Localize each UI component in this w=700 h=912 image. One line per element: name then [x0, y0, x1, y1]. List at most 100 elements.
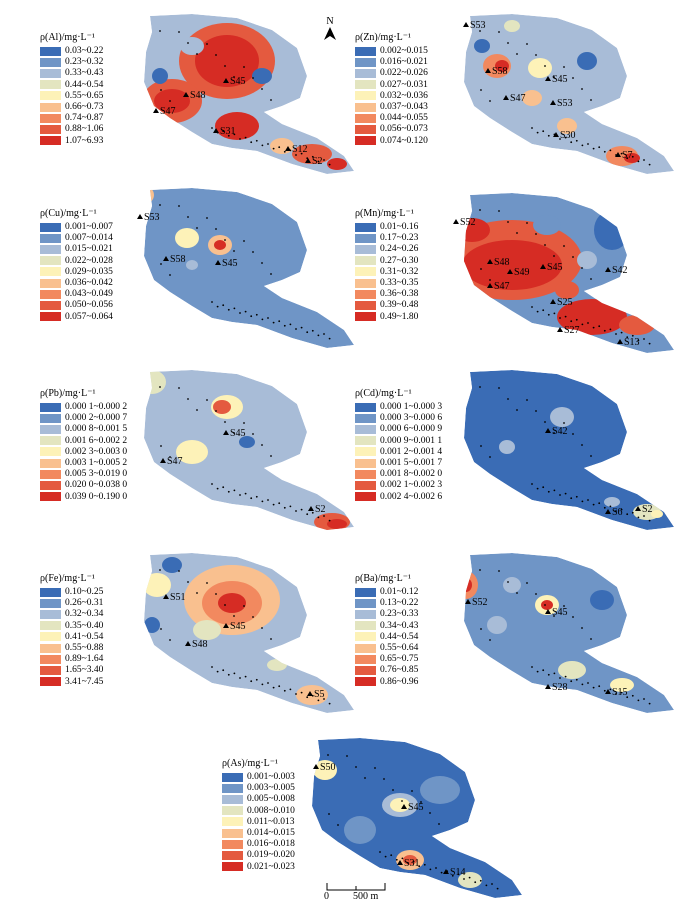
legend-row: 0.000 2~0.000 7	[40, 413, 127, 423]
legend-range: 0.037~0.043	[380, 102, 428, 112]
site-label: S6	[612, 507, 623, 518]
site-marker-icon	[305, 158, 311, 163]
concentration-zone	[313, 760, 337, 780]
site-label: S5	[314, 689, 325, 700]
legend-row: 0.002~0.015	[355, 46, 428, 56]
concentration-zone	[464, 218, 490, 242]
legend-swatch	[40, 113, 61, 123]
sample-point	[233, 133, 236, 136]
site-marker-icon	[503, 95, 509, 100]
concentration-zone	[604, 497, 620, 507]
legend-range: 0.056~0.073	[380, 124, 428, 135]
legend-swatch	[40, 447, 61, 457]
legend-row: 0.001 2~0.001 4	[355, 447, 442, 457]
concentration-zone	[390, 798, 410, 812]
site-label: S51	[170, 592, 186, 603]
sample-point	[590, 455, 592, 457]
sample-point	[270, 455, 272, 457]
sample-point	[224, 65, 226, 67]
legend-swatch	[222, 783, 243, 793]
sample-point	[544, 421, 546, 423]
legend-row: 1.07~6.93	[40, 136, 103, 146]
sample-point	[178, 387, 180, 389]
sample-point	[233, 432, 235, 434]
site-label: S12	[292, 144, 308, 155]
legend-row: 0.000 6~0.000 9	[355, 424, 442, 434]
site-marker-icon	[223, 430, 229, 435]
legend-row: 0.005~0.008	[222, 794, 295, 804]
legend-range: 0.000 6~0.000 9	[380, 424, 443, 435]
legend-row: 0.66~0.73	[40, 102, 103, 112]
sample-point	[553, 312, 556, 315]
sample-point	[544, 244, 546, 246]
concentration-zone	[503, 577, 521, 593]
sample-point	[559, 138, 561, 140]
sample-point	[542, 669, 545, 672]
sample-point	[637, 339, 640, 342]
concentration-zone	[162, 557, 182, 573]
sample-point	[160, 628, 162, 630]
sample-point	[603, 689, 606, 692]
sample-point	[575, 318, 578, 321]
sample-point	[374, 767, 376, 769]
sample-point	[544, 65, 546, 67]
sample-point	[187, 216, 189, 218]
sample-point	[615, 333, 617, 335]
concentration-zone	[403, 855, 417, 865]
sample-point	[542, 130, 545, 133]
sample-point	[300, 326, 303, 329]
concentration-zone	[577, 251, 597, 269]
sample-point	[233, 672, 236, 675]
legend-range: 0.89~1.64	[65, 654, 104, 665]
legend-swatch	[40, 222, 61, 232]
site-marker-icon	[153, 108, 159, 113]
legend-row: 0.000 3~0.000 6	[355, 413, 442, 423]
legend-range: 0.000 1~0.000 2	[65, 402, 128, 412]
concentration-zone	[180, 37, 204, 55]
legend-row: 0.050~0.056	[40, 300, 113, 310]
legend-range: 0.000 1~0.000 3	[380, 402, 443, 412]
legend-row: 0.002 1~0.002 3	[355, 480, 442, 490]
legend-range: 0.029~0.035	[65, 266, 113, 277]
site-label: S47	[494, 281, 510, 292]
concentration-zone	[167, 409, 187, 425]
sample-point	[563, 605, 565, 607]
sample-point	[531, 306, 533, 308]
legend-range: 0.043~0.049	[65, 289, 113, 300]
sample-point	[283, 324, 286, 327]
site-label: S47	[167, 456, 183, 467]
sample-point	[160, 263, 162, 265]
legend-range: 0.36~0.38	[380, 289, 419, 300]
sample-point	[609, 688, 612, 691]
legend-swatch	[355, 278, 376, 288]
sample-point	[295, 154, 297, 156]
sample-point	[222, 669, 225, 672]
concentration-zone	[619, 315, 655, 335]
concentration-zone	[487, 616, 507, 634]
legend-swatch	[355, 665, 376, 675]
sample-point	[581, 323, 584, 326]
sample-point	[572, 616, 574, 618]
site-label: S7	[622, 150, 633, 161]
sample-point	[581, 88, 583, 90]
legend-swatch	[40, 46, 61, 56]
sample-point	[311, 155, 314, 158]
site-label: S45	[547, 262, 563, 273]
site-label: S45	[230, 621, 246, 632]
sample-point	[590, 99, 592, 101]
sample-point	[547, 673, 550, 676]
legend-range: 0.35~0.40	[65, 620, 104, 631]
concentration-zone	[594, 210, 630, 250]
site-label: S45	[552, 607, 568, 618]
legend-swatch	[355, 458, 376, 468]
legend-range: 0.74~0.87	[65, 113, 104, 124]
concentration-zone	[327, 158, 347, 170]
legend-swatch	[222, 806, 243, 816]
sample-point	[159, 386, 161, 388]
sample-point	[451, 874, 454, 877]
sample-point	[283, 506, 286, 509]
sample-point	[590, 638, 592, 640]
sample-point	[224, 239, 226, 241]
sample-point	[516, 232, 518, 234]
sample-point	[178, 570, 180, 572]
